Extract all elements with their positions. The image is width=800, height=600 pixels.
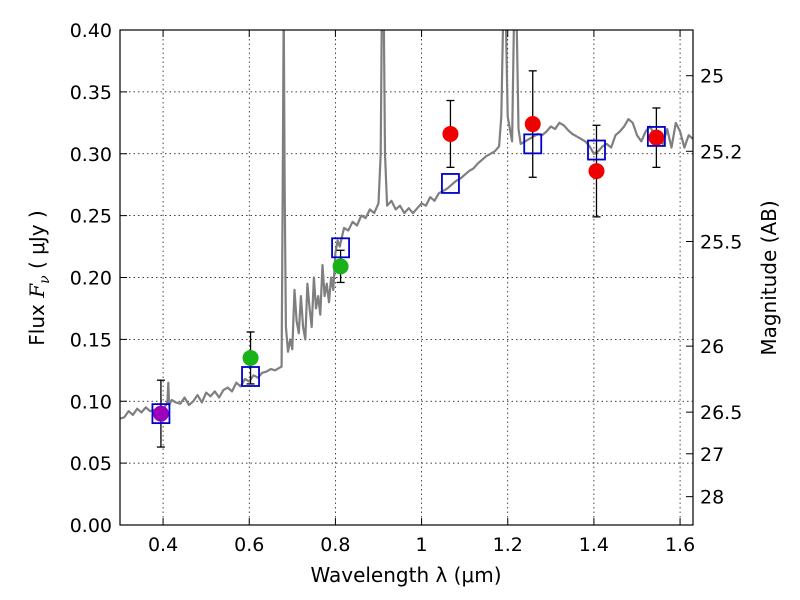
- y-tick-label: 0.35: [70, 82, 112, 104]
- x-tick-label: 0.4: [148, 534, 178, 556]
- y2-axis-title: Magnitude (AB): [757, 200, 781, 355]
- observed-point-green: [332, 258, 349, 275]
- y-tick-label: 0.05: [70, 453, 112, 475]
- observed-point-red: [648, 129, 665, 146]
- y-tick-label: 0.00: [70, 515, 112, 537]
- y-tick-label: 0.40: [70, 20, 112, 42]
- y-axis-title-subscript: ν: [37, 275, 53, 284]
- y2-tick-label: 26: [700, 336, 724, 358]
- model-point: [241, 366, 260, 387]
- y-axis-title-units: ( μJy ): [25, 210, 49, 275]
- x-tick-label: 1.4: [579, 534, 609, 556]
- model-point: [441, 173, 460, 194]
- model-points: [151, 126, 666, 425]
- x-tick-label: 1.6: [665, 534, 695, 556]
- y2-tick-label: 27: [700, 444, 724, 466]
- y-tick-label: 0.25: [70, 206, 112, 228]
- observed-point-red: [524, 116, 541, 133]
- observed-point-violet: [152, 405, 169, 422]
- model-point: [523, 133, 543, 155]
- y-tick-label: 0.20: [70, 268, 112, 290]
- y-tick-label: 0.10: [70, 391, 112, 413]
- model-point: [151, 403, 171, 425]
- x-tick-label: 0.6: [234, 534, 264, 556]
- y2-tick-label: 28: [700, 487, 724, 509]
- y-axis-title-prefix: Flux: [25, 298, 49, 346]
- plot-area: [120, 30, 693, 448]
- y2-tick-label: 25.2: [700, 141, 742, 163]
- tick-labels: 0.4 0.6 0.8 1 1.2 1.4 1.6 0.00 0.05 0.10 0.15 0.20 0…: [70, 20, 743, 556]
- x-tick-label: 0.8: [320, 534, 350, 556]
- observed-point-red: [588, 163, 605, 180]
- y2-tick-label: 25: [700, 66, 724, 88]
- spectrum-line: [120, 30, 693, 420]
- y-tick-label: 0.15: [70, 329, 112, 351]
- x-tick-label: 1.2: [493, 534, 523, 556]
- y-axis-title-symbol: F: [25, 283, 49, 299]
- model-point: [646, 126, 666, 147]
- observed-point-green: [242, 349, 259, 366]
- y-tick-label: 0.30: [70, 144, 112, 166]
- x-tick-label: 1: [416, 534, 428, 556]
- x-axis-title: Wavelength λ (μm): [310, 563, 501, 587]
- model-point: [587, 139, 606, 161]
- observed-points: [152, 116, 665, 422]
- y2-tick-label: 25.5: [700, 232, 742, 254]
- model-point: [331, 237, 350, 259]
- observed-point-red: [442, 125, 459, 142]
- axis-ticks: [120, 29, 693, 526]
- y2-tick-label: 26.5: [700, 402, 742, 424]
- y-axis-title: Flux Fν ( μJy ): [25, 210, 53, 345]
